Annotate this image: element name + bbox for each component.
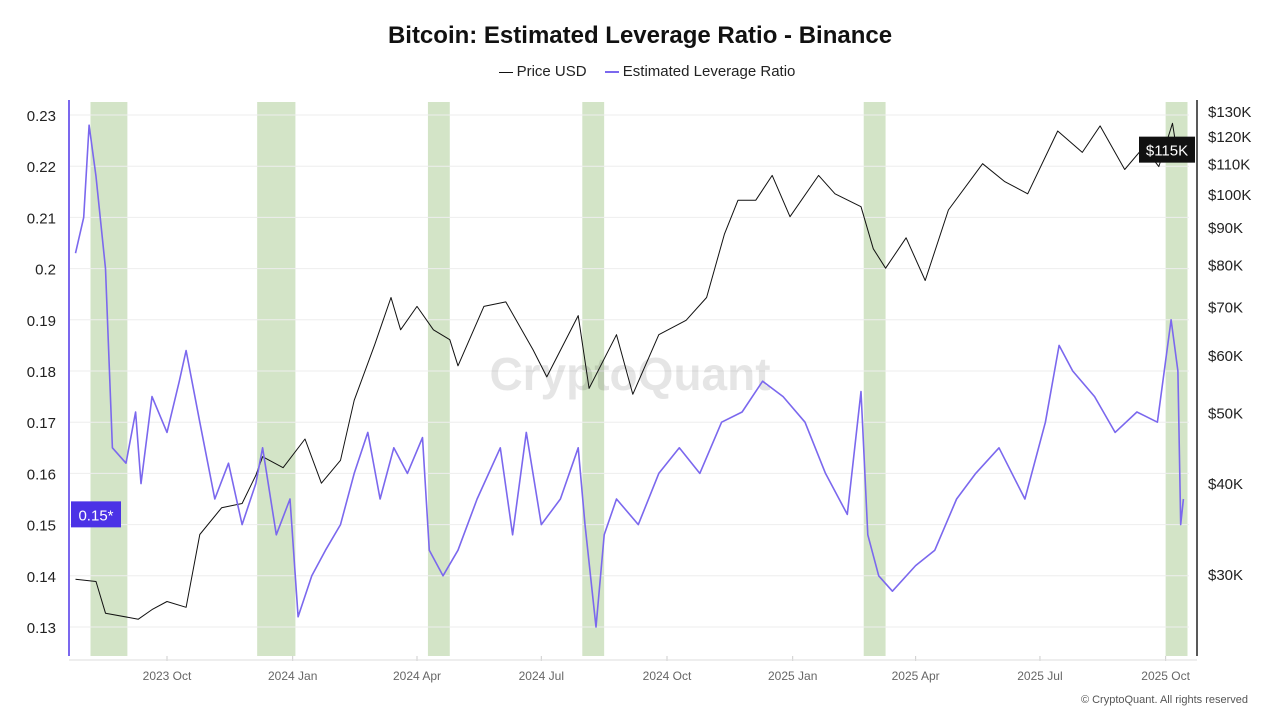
highlight-band: [427, 102, 450, 656]
x-tick-label: 2025 Oct: [1141, 669, 1190, 683]
legend-item-price[interactable]: Price USD: [485, 63, 587, 80]
left-tick-label: 0.17: [27, 415, 56, 432]
current-leverage-tag: [71, 501, 121, 528]
legend-label-price: Price USD: [516, 63, 587, 80]
x-tick-label: 2025 Jul: [1017, 669, 1062, 683]
left-tick-label: 0.14: [27, 569, 56, 586]
left-tick-label: 0.21: [27, 210, 56, 227]
x-tick-label: 2023 Oct: [143, 669, 192, 683]
legend-swatch-leverage: [604, 71, 619, 74]
legend-label-leverage: Estimated Leverage Ratio: [622, 63, 796, 80]
legend-item-leverage[interactable]: Estimated Leverage Ratio: [591, 63, 796, 80]
legend: Price USD Estimated Leverage Ratio: [0, 63, 1280, 80]
x-tick-label: 2024 Jul: [519, 669, 564, 683]
right-tick-label: $100K: [1208, 187, 1251, 204]
highlight-band: [90, 102, 128, 656]
highlight-band: [1165, 102, 1188, 656]
x-tick-label: 2025 Jan: [768, 669, 817, 683]
copyright: © CryptoQuant. All rights reserved: [1080, 694, 1248, 706]
highlight-band: [257, 102, 296, 656]
right-tick-label: $90K: [1208, 220, 1243, 237]
right-tick-label: $30K: [1208, 567, 1243, 584]
x-tick-label: 2024 Oct: [643, 669, 692, 683]
left-tick-label: 0.15: [27, 518, 56, 535]
highlight-band: [582, 102, 605, 656]
left-tick-label: 0.18: [27, 364, 56, 381]
right-tick-label: $50K: [1208, 406, 1243, 423]
current-price-tag: [1139, 136, 1195, 163]
left-tick-label: 0.13: [27, 620, 56, 637]
chart-title: Bitcoin: Estimated Leverage Ratio - Bina…: [387, 22, 893, 49]
right-tick-label: $120K: [1208, 129, 1251, 146]
right-tick-label: $40K: [1208, 476, 1243, 493]
right-tick-label: $70K: [1208, 299, 1243, 316]
highlight-band: [863, 102, 886, 656]
left-tick-label: 0.22: [27, 159, 56, 176]
right-tick-label: $60K: [1208, 348, 1243, 365]
left-tick-label: 0.16: [27, 466, 56, 483]
right-tick-label: $80K: [1208, 257, 1243, 274]
x-tick-label: 2024 Apr: [393, 669, 441, 683]
watermark: CryptoQuant: [489, 348, 770, 400]
right-tick-label: $130K: [1208, 104, 1251, 121]
left-tick-label: 0.2: [35, 262, 56, 279]
x-tick-label: 2024 Jan: [268, 669, 317, 683]
leverage-series-line: [74, 124, 1185, 628]
legend-swatch-price: [498, 71, 513, 73]
left-tick-label: 0.19: [27, 313, 56, 330]
right-tick-label: $110K: [1208, 157, 1250, 174]
current-leverage-label: 0.15*: [78, 507, 113, 524]
price-series-line: [75, 122, 1184, 620]
left-tick-label: 0.23: [27, 108, 56, 125]
x-tick-label: 2025 Apr: [892, 669, 940, 683]
current-price-label: $115K: [1146, 143, 1188, 160]
